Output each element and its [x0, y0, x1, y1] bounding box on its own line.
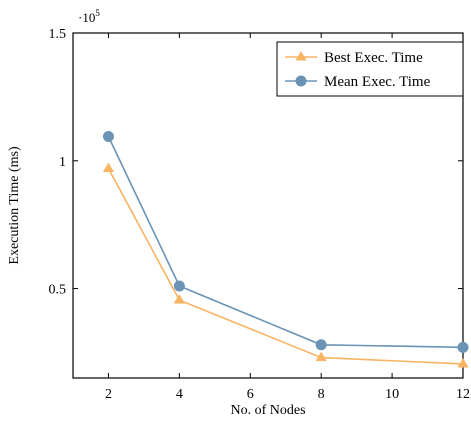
legend-label-1: Mean Exec. Time: [324, 74, 431, 90]
x-tick-label-6: 6: [247, 387, 254, 402]
y-axis-multiplier-exponent: 5: [95, 8, 100, 18]
legend: Best Exec. Time Mean Exec. Time: [276, 41, 464, 97]
data-point-1-1: [173, 280, 185, 292]
data-point-1-0: [102, 131, 114, 142]
series-line-0: [107, 168, 464, 365]
x-tick-label-4: 4: [176, 387, 183, 402]
series-1: [102, 131, 469, 353]
y-axis-title: Execution Time (ms): [7, 146, 22, 265]
legend-box: [276, 41, 464, 97]
data-point-0-1: [173, 294, 186, 304]
data-point-1-2: [315, 339, 327, 351]
x-axis-title: No. of Nodes: [230, 403, 305, 418]
x-tick-label-2: 2: [105, 387, 112, 402]
x-axis: 2 4 6 8 10 12: [105, 33, 470, 402]
y-tick-label-1: 1: [59, 155, 66, 170]
y-axis-multiplier: ·105: [78, 8, 100, 25]
y-axis-multiplier-base: ·10: [78, 10, 95, 25]
data-point-0-0: [102, 162, 115, 172]
legend-swatch-marker-0: [295, 51, 307, 61]
y-tick-label-2: 1.5: [49, 27, 67, 42]
data-point-0-2: [315, 351, 327, 362]
data-point-0-3: [457, 357, 469, 368]
series-layer: [102, 131, 469, 368]
x-tick-label-8: 8: [318, 387, 325, 402]
series-line-1: [107, 136, 464, 349]
y-axis: 0.5 1 1.5: [49, 27, 463, 298]
series-0: [102, 162, 469, 368]
x-tick-label-12: 12: [456, 387, 470, 402]
y-tick-label-0: 0.5: [49, 283, 67, 298]
x-tick-label-10: 10: [385, 387, 399, 402]
legend-label-0: Best Exec. Time: [324, 50, 423, 66]
data-point-1-3: [457, 341, 469, 353]
legend-swatch-marker-1: [295, 75, 307, 87]
plot-frame: [72, 32, 464, 379]
plot-area: [72, 32, 464, 379]
